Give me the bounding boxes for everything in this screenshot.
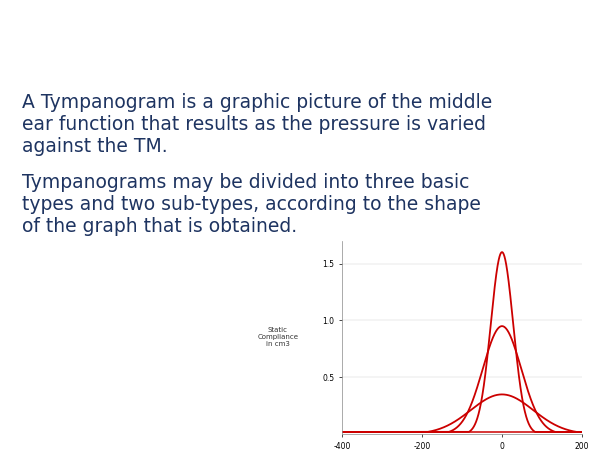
Text: of the graph that is obtained.: of the graph that is obtained.: [22, 217, 297, 236]
Text: What’s a Tympanogram?: What’s a Tympanogram?: [100, 20, 500, 50]
Text: ear function that results as the pressure is varied: ear function that results as the pressur…: [22, 115, 486, 134]
Text: types and two sub-types, according to the shape: types and two sub-types, according to th…: [22, 195, 481, 214]
Text: A Tympanogram is a graphic picture of the middle: A Tympanogram is a graphic picture of th…: [22, 93, 492, 112]
Text: against the TM.: against the TM.: [22, 137, 167, 156]
Y-axis label: Static
Compliance
in cm3: Static Compliance in cm3: [257, 328, 298, 347]
Text: Tympanograms may be divided into three basic: Tympanograms may be divided into three b…: [22, 173, 469, 192]
